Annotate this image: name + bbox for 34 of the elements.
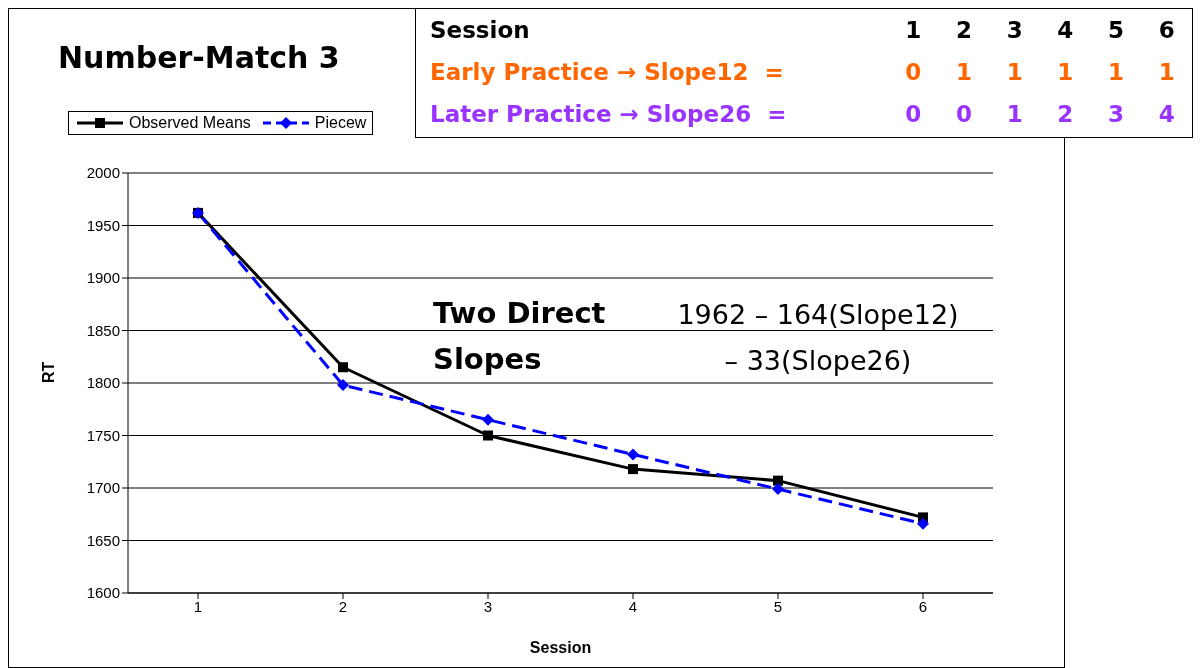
y-tick-label: 1850	[86, 321, 120, 339]
x-tick-label: 3	[483, 597, 493, 615]
y-axis-title: RT	[39, 361, 57, 383]
y-tick-label: 1750	[86, 426, 120, 444]
legend-label: Piecew	[313, 114, 367, 132]
y-tick-label: 1650	[86, 531, 120, 549]
y-tick-label: 1700	[86, 479, 120, 497]
point	[627, 448, 639, 461]
y-tick-label: 1950	[86, 216, 120, 234]
point	[628, 464, 638, 475]
annotation: Two Direct Slopes	[433, 295, 607, 378]
x-tick-label: 2	[338, 597, 348, 615]
point	[338, 362, 348, 373]
point	[917, 517, 929, 530]
text: Early Practice → Slope12 = 0 1 1 1 1 1	[430, 59, 1175, 85]
x-tick-label: 5	[773, 597, 783, 615]
point	[482, 413, 494, 426]
x-axis-title: Session	[529, 639, 592, 656]
x-tick-label: 6	[918, 597, 928, 615]
point	[773, 475, 783, 486]
chart-title: Number-Match 3	[58, 40, 340, 75]
point	[483, 430, 493, 441]
legend-label: Observed Means	[128, 114, 251, 132]
text: Session 1 2 3 4 5 6	[430, 17, 1175, 43]
point	[337, 379, 349, 392]
text: Later Practice → Slope26 = 0 0 1 2 3 4	[430, 101, 1175, 127]
point	[772, 483, 784, 496]
y-tick-label: 1900	[86, 269, 120, 287]
y-tick-label: 1800	[86, 374, 120, 392]
annotation: 1962 – 164(Slope12) – 33(Slope26)	[676, 298, 960, 378]
y-tick-label: 2000	[86, 164, 120, 182]
x-tick-label: 1	[193, 597, 203, 615]
x-tick-label: 4	[628, 597, 638, 615]
y-tick-label: 1600	[86, 584, 120, 602]
